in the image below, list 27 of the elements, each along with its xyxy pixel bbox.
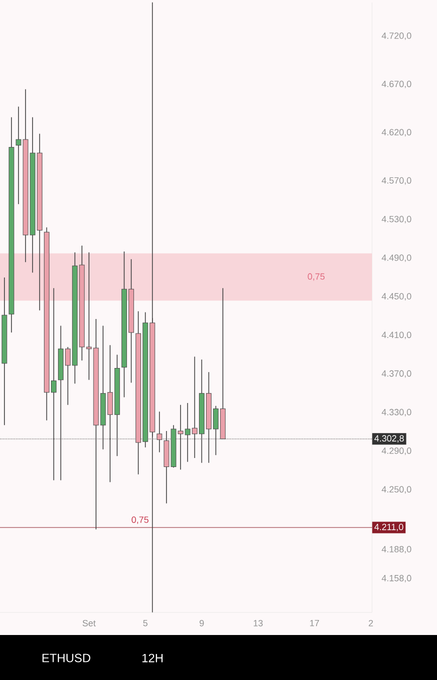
y-tick-label: 4.330,0 <box>382 408 412 416</box>
x-tick-label: 13 <box>254 620 263 626</box>
x-tick-label: 2 <box>368 620 373 626</box>
y-tick-label: 4.490,0 <box>382 254 412 262</box>
y-tick-label: 4.720,0 <box>382 32 412 40</box>
ref-line-label: 4.211,0 <box>374 524 404 532</box>
y-tick-label: 4.620,0 <box>382 129 412 136</box>
text: 12H <box>142 654 163 662</box>
y-tick-label: 4.188,0 <box>382 546 412 554</box>
ref-line-label: 4.302,8 <box>374 435 404 443</box>
y-tick-label: 4.530,0 <box>382 216 412 224</box>
y-tick-label: 4.450,0 <box>382 293 412 301</box>
candlestick <box>156 411 162 453</box>
y-tick-label: 4.370,0 <box>382 370 412 378</box>
y-tick-label: 4.410,0 <box>382 332 412 340</box>
x-tick-label: 9 <box>200 620 204 626</box>
y-tick-label: 4.670,0 <box>382 80 412 88</box>
band-label: 0,75 <box>308 273 325 281</box>
x-tick-label: 17 <box>310 620 320 626</box>
y-tick-label: 4.570,0 <box>382 177 412 185</box>
y-tick-label: 4.290,0 <box>382 448 412 455</box>
x-tick-label: 5 <box>143 620 148 626</box>
text: ETHUSD <box>42 654 90 662</box>
annotation: 0,75 <box>132 516 148 524</box>
y-tick-label: 4.158,0 <box>382 574 412 582</box>
y-tick-label: 4.250,0 <box>382 486 412 494</box>
x-tick-label: Set <box>82 620 96 626</box>
